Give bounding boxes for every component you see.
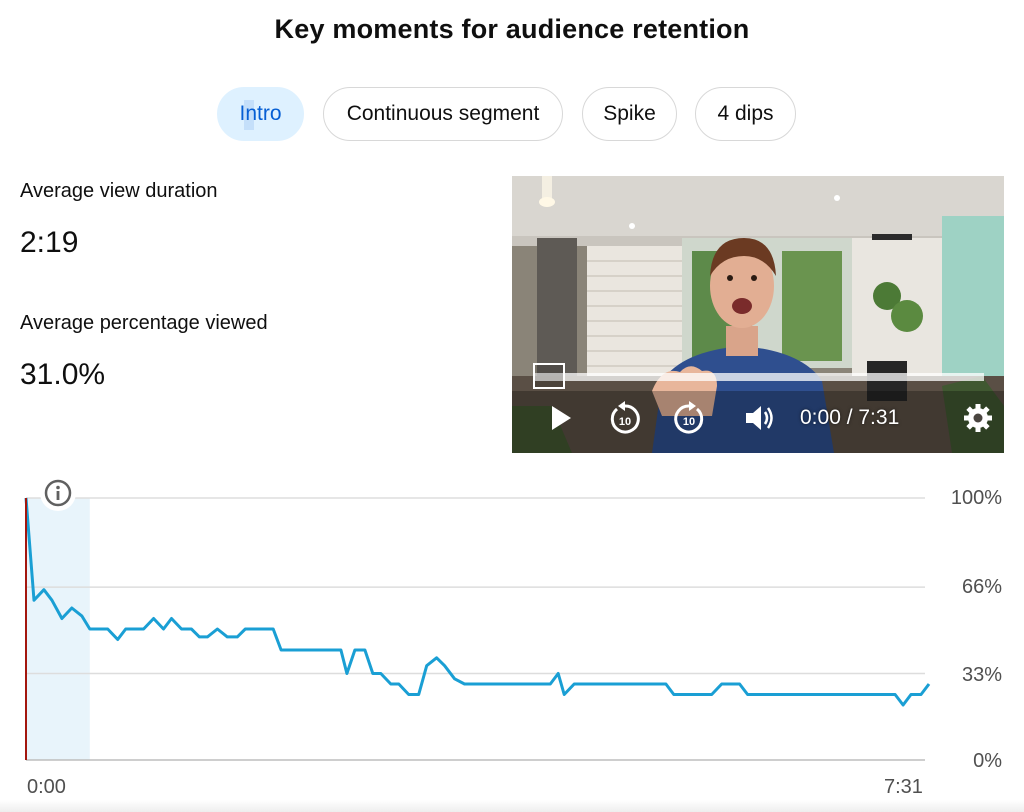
volume-icon[interactable] bbox=[740, 398, 780, 438]
video-frame bbox=[512, 176, 1004, 453]
settings-gear-icon[interactable] bbox=[960, 398, 996, 438]
avg-percentage-viewed-value: 31.0% bbox=[20, 358, 106, 391]
rewind-10-icon[interactable]: 10 bbox=[605, 398, 645, 438]
text-cursor-highlight bbox=[244, 100, 254, 130]
y-tick-label-66: 66% bbox=[961, 576, 1002, 598]
retention-chart[interactable]: 100% 66% 33% 0% 0:00 7:31 bbox=[0, 470, 1024, 812]
y-tick-label-100: 100% bbox=[950, 487, 1002, 509]
intro-highlight-band bbox=[26, 498, 90, 760]
time-readout: 0:00 / 7:31 bbox=[800, 406, 900, 429]
chip-spike-label: Spike bbox=[603, 102, 656, 125]
info-icon[interactable] bbox=[40, 475, 76, 511]
chip-continuous-segment[interactable]: Continuous segment bbox=[323, 87, 563, 141]
progress-track[interactable] bbox=[534, 373, 984, 381]
forward-10-label: 10 bbox=[683, 416, 695, 428]
video-player[interactable]: 10 10 0:00 / 7:31 bbox=[512, 176, 1004, 453]
chip-dips-label: 4 dips bbox=[717, 102, 774, 125]
page-title: Key moments for audience retention bbox=[274, 14, 750, 44]
retention-chart-plot bbox=[24, 497, 931, 761]
avg-view-duration-label: Average view duration bbox=[20, 180, 218, 202]
y-tick-label-33: 33% bbox=[961, 664, 1002, 686]
avg-view-duration-value: 2:19 bbox=[20, 226, 79, 259]
chip-spike[interactable]: Spike bbox=[582, 87, 677, 141]
chip-intro[interactable]: Intro bbox=[217, 87, 304, 141]
chip-dips[interactable]: 4 dips bbox=[695, 87, 796, 141]
bottom-fade bbox=[0, 800, 1024, 812]
retention-line-0 bbox=[24, 497, 931, 707]
play-icon[interactable] bbox=[546, 398, 576, 438]
rewind-10-label: 10 bbox=[619, 416, 631, 428]
x-tick-label-end: 7:31 bbox=[884, 776, 923, 798]
x-tick-label-start: 0:00 bbox=[27, 776, 66, 798]
y-tick-label-0: 0% bbox=[973, 750, 1002, 772]
chip-intro-label: Intro bbox=[239, 102, 282, 125]
scrub-handle[interactable] bbox=[533, 363, 565, 389]
avg-percentage-viewed-label: Average percentage viewed bbox=[20, 312, 268, 334]
key-moment-chips: Intro Continuous segment Spike 4 dips bbox=[0, 87, 1024, 143]
forward-10-icon[interactable]: 10 bbox=[669, 398, 709, 438]
chip-continuous-segment-label: Continuous segment bbox=[346, 102, 540, 125]
